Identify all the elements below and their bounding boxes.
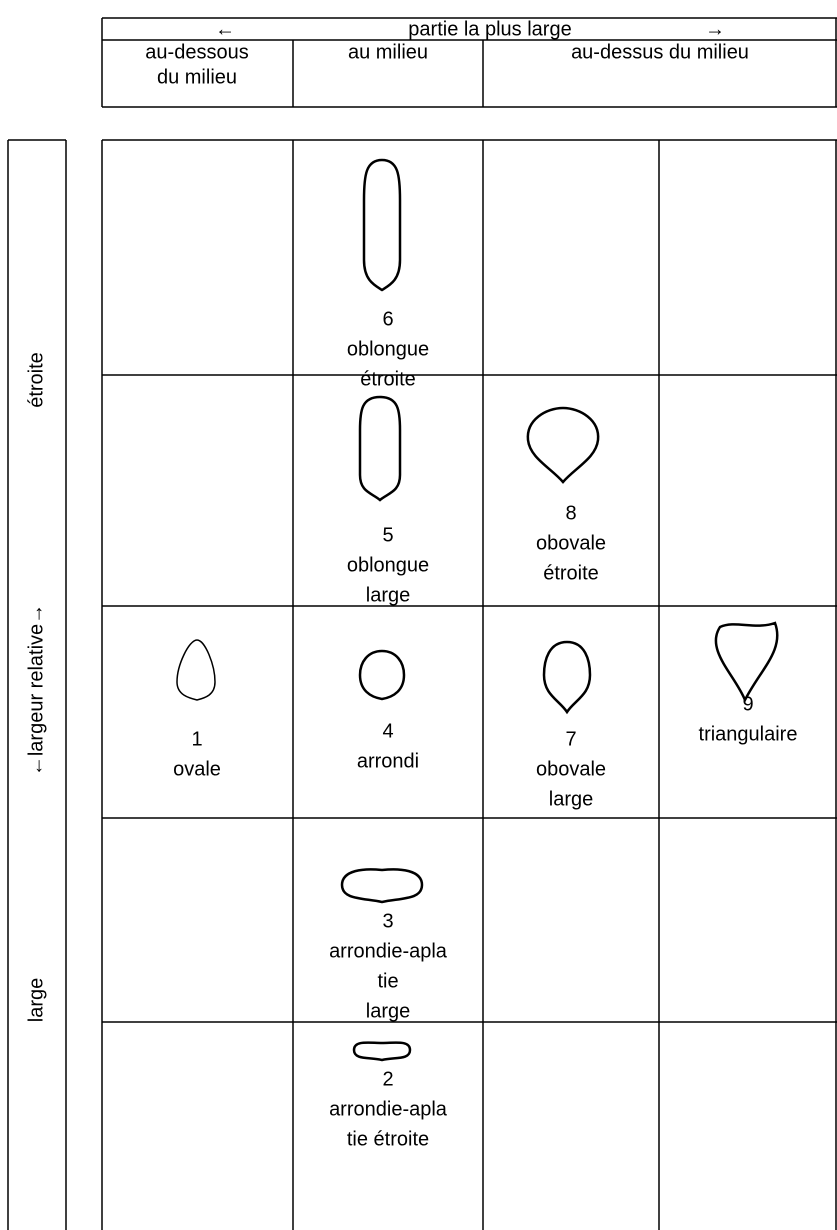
cell-number: 9 — [742, 693, 753, 715]
cell-label: tie — [377, 970, 398, 992]
column-header: au milieu — [348, 41, 428, 63]
shape — [542, 640, 592, 715]
shape — [340, 868, 424, 904]
side-label: ←largeur relative→ — [25, 604, 47, 776]
cell-number: 4 — [382, 720, 393, 742]
cell-number: 5 — [382, 524, 393, 546]
cell-label: arrondie-apla — [329, 1098, 448, 1120]
cell-label: oblongue — [347, 338, 429, 360]
column-header: au-dessous — [145, 41, 248, 63]
cell-number: 1 — [191, 728, 202, 750]
cell-label: triangulaire — [699, 723, 798, 745]
shape — [352, 1041, 412, 1062]
cell-label: oblongue — [347, 554, 429, 576]
cell-number: 8 — [565, 502, 576, 524]
column-header: au-dessus du milieu — [571, 41, 749, 63]
column-header: du milieu — [157, 66, 237, 88]
cell-label: ovale — [173, 758, 221, 780]
side-label: large — [25, 978, 47, 1022]
cell-label: arrondi — [357, 750, 419, 772]
shape — [526, 406, 600, 484]
header-borders — [101, 17, 837, 108]
cell-number: 6 — [382, 308, 393, 330]
cell-label: étroite — [543, 562, 599, 584]
cell-number: 3 — [382, 910, 393, 932]
cell-label: obovale — [536, 758, 606, 780]
cell-label: large — [366, 1000, 410, 1022]
shapes — [176, 158, 779, 1062]
arrow-left: ← — [215, 18, 235, 40]
cell-label: étroite — [360, 368, 416, 390]
side-borders — [7, 139, 67, 1230]
grid-borders — [101, 139, 837, 1230]
cell-label: large — [549, 788, 593, 810]
shape — [358, 649, 406, 701]
cell-label: tie étroite — [347, 1128, 429, 1150]
shape — [176, 639, 216, 701]
header-title: partie la plus large — [408, 18, 571, 40]
cell-number: 2 — [382, 1068, 393, 1090]
cell-number: 7 — [565, 728, 576, 750]
shape — [714, 621, 779, 704]
shape — [362, 158, 402, 292]
cell-label: obovale — [536, 532, 606, 554]
arrow-right: → — [705, 18, 725, 40]
side-label: étroite — [25, 352, 47, 408]
cell-label: arrondie-apla — [329, 940, 448, 962]
cell-label: large — [366, 584, 410, 606]
shape — [358, 395, 402, 502]
